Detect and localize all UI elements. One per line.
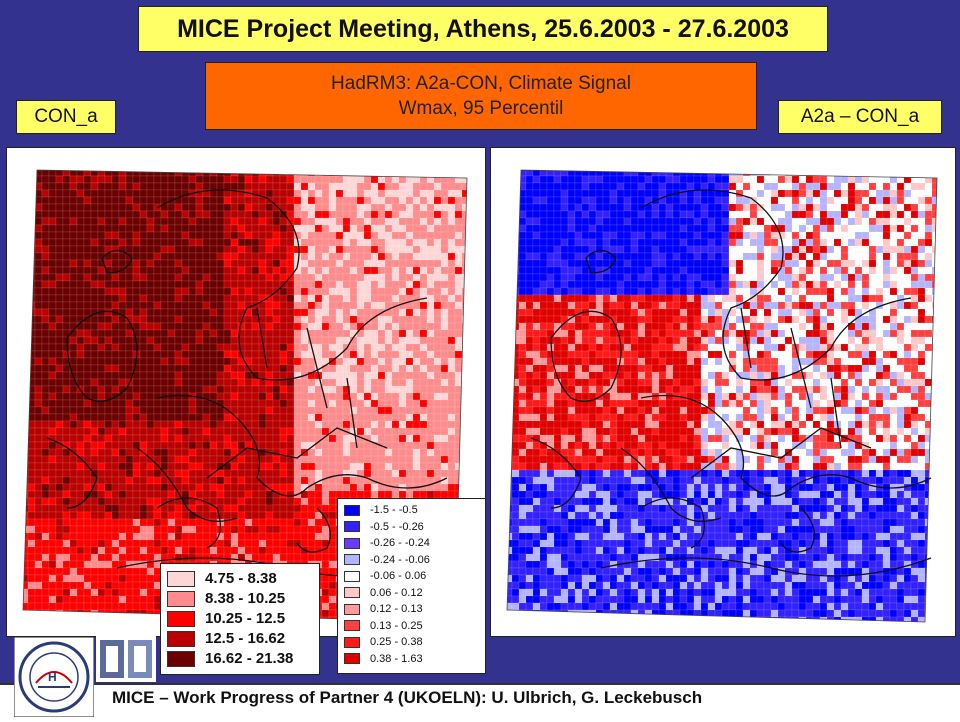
legend-diff-entry: 0.38 - 1.63 <box>344 653 423 665</box>
legend-diff-entry: 0.06 - 0.12 <box>344 587 423 599</box>
legend-con-a-swatch <box>167 611 195 627</box>
legend-diff-entry: -0.06 - 0.06 <box>344 570 426 582</box>
legend-con-a-label: 4.75 - 8.38 <box>205 570 277 587</box>
legend-con-a-entry: 12.5 - 16.62 <box>167 630 285 647</box>
legend-con-a-swatch <box>167 571 195 587</box>
legend-diff: -1.5 - -0.5 -0.5 - -0.26 -0.26 - -0.24 -0.2… <box>337 498 486 674</box>
legend-diff-label: -1.5 - -0.5 <box>370 504 418 516</box>
legend-con-a-label: 8.38 - 10.25 <box>205 590 285 607</box>
legend-diff-swatch <box>344 505 360 516</box>
legend-con-a-swatch <box>167 591 195 607</box>
legend-diff-label: 0.06 - 0.12 <box>370 587 423 599</box>
subtitle-line-2: Wmax, 95 Percentil <box>206 96 756 121</box>
chart-subtitle: HadRM3: A2a-CON, Climate Signal Wmax, 95… <box>205 62 757 130</box>
legend-diff-label: -0.06 - 0.06 <box>370 570 426 582</box>
legend-diff-swatch <box>344 653 360 664</box>
legend-con-a-entry: 4.75 - 8.38 <box>167 570 277 587</box>
legend-diff-swatch <box>344 521 360 532</box>
legend-diff-entry: -1.5 - -0.5 <box>344 504 418 516</box>
legend-con-a-label: 10.25 - 12.5 <box>205 610 285 627</box>
legend-diff-swatch <box>344 587 360 598</box>
legend-diff-label: 0.38 - 1.63 <box>370 653 423 665</box>
legend-diff-swatch <box>344 538 360 549</box>
legend-diff-entry: 0.25 - 0.38 <box>344 636 423 648</box>
legend-diff-entry: 0.12 - 0.13 <box>344 603 423 615</box>
panel-label-con: CON_a <box>16 100 116 134</box>
legend-diff-entry: 0.13 - 0.25 <box>344 620 423 632</box>
legend-diff-swatch <box>344 637 360 648</box>
legend-diff-swatch <box>344 604 360 615</box>
legend-diff-entry: -0.5 - -0.26 <box>344 521 424 533</box>
legend-diff-swatch <box>344 554 360 565</box>
igm-logo-icon: H <box>14 637 94 717</box>
legend-con-a: 4.75 - 8.38 8.38 - 10.25 10.25 - 12.5 12.5 … <box>160 563 320 675</box>
legend-diff-entry: -0.24 - -0.06 <box>344 554 430 566</box>
legend-con-a-label: 16.62 - 21.38 <box>205 650 293 667</box>
legend-con-a-swatch <box>167 651 195 667</box>
legend-con-a-label: 12.5 - 16.62 <box>205 630 285 647</box>
legend-diff-label: -0.26 - -0.24 <box>370 537 430 549</box>
legend-diff-swatch <box>344 571 360 582</box>
legend-con-a-entry: 16.62 - 21.38 <box>167 650 293 667</box>
legend-diff-label: -0.5 - -0.26 <box>370 521 424 533</box>
legend-diff-entry: -0.26 - -0.24 <box>344 537 430 549</box>
footer-text: MICE – Work Progress of Partner 4 (UKOEL… <box>112 688 702 708</box>
legend-con-a-entry: 8.38 - 10.25 <box>167 590 285 607</box>
partner-logo-icon <box>96 636 156 682</box>
map-diff-canvas <box>491 148 955 636</box>
map-a2a-con-a <box>490 147 956 637</box>
legend-diff-label: 0.12 - 0.13 <box>370 603 423 615</box>
panel-label-diff: A2a – CON_a <box>778 100 942 134</box>
legend-con-a-entry: 10.25 - 12.5 <box>167 610 285 627</box>
legend-diff-swatch <box>344 620 360 631</box>
map-cells <box>491 148 955 636</box>
page-title: MICE Project Meeting, Athens, 25.6.2003 … <box>138 6 828 52</box>
legend-diff-label: 0.13 - 0.25 <box>370 620 423 632</box>
legend-diff-label: -0.24 - -0.06 <box>370 554 430 566</box>
subtitle-line-1: HadRM3: A2a-CON, Climate Signal <box>206 71 756 96</box>
legend-diff-label: 0.25 - 0.38 <box>370 636 423 648</box>
legend-con-a-swatch <box>167 631 195 647</box>
